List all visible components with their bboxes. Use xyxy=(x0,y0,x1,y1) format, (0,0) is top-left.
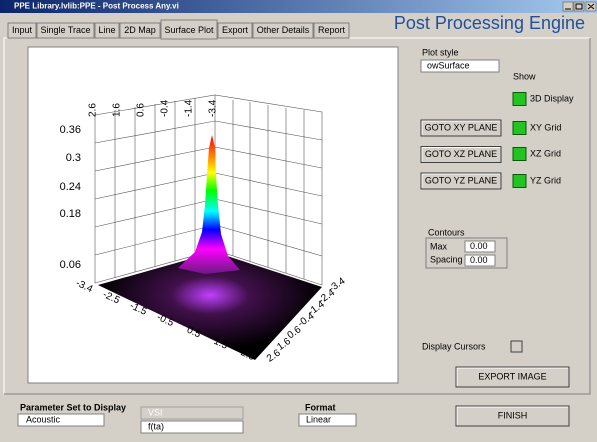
top-tick-label: -0.4 xyxy=(160,99,171,117)
goto-button[interactable] xyxy=(420,146,502,163)
button-highlight xyxy=(421,120,500,135)
window-title: PPE Library.lvlib:PPE - Post Process Any… xyxy=(14,2,179,11)
top-tick-label: 1.6 xyxy=(112,103,123,117)
title-bar xyxy=(0,0,597,13)
plot-style-label: Plot style xyxy=(422,47,459,57)
tab[interactable] xyxy=(36,22,95,39)
vsi-value: VSI xyxy=(148,407,163,417)
parameter-set-label: Parameter Set to Display xyxy=(20,402,126,412)
left-tick-label: 1.5 xyxy=(212,336,230,352)
led[interactable] xyxy=(512,121,527,135)
goto-button-label: GOTO YZ PLANE xyxy=(425,175,497,185)
window-buttons[interactable] xyxy=(562,1,597,12)
goto-button[interactable] xyxy=(420,172,502,190)
contours-max-input[interactable] xyxy=(464,240,496,253)
finish-button-label: FINISH xyxy=(498,410,528,420)
tab[interactable] xyxy=(252,22,314,39)
contours-max-value: 0.00 xyxy=(470,241,488,251)
show-label: Show xyxy=(513,71,536,81)
export-button-label: EXPORT IMAGE xyxy=(478,371,546,381)
contours-box xyxy=(425,237,508,269)
left-tick-label: 2.5 xyxy=(239,347,257,363)
tab[interactable] xyxy=(313,22,350,39)
top-tick-label: -3.4 xyxy=(208,99,219,117)
surface-floor xyxy=(98,252,322,360)
contours-spacing-label: Spacing xyxy=(430,254,463,264)
led-label: XY Grid xyxy=(530,122,561,132)
z-tick-label: 0.18 xyxy=(60,208,81,220)
top-tick-label: 2.6 xyxy=(88,103,99,117)
plot-style-ring[interactable] xyxy=(420,59,500,73)
goto-button[interactable] xyxy=(420,119,502,137)
contours-max-label: Max xyxy=(430,241,448,251)
plot-style-value: owSurface xyxy=(427,60,470,70)
tab[interactable] xyxy=(160,19,218,40)
contours-spacing-input[interactable] xyxy=(464,254,496,267)
tab-label: Line xyxy=(98,25,115,35)
tab[interactable] xyxy=(94,22,120,39)
tab-label: Export xyxy=(222,25,249,35)
tab-label: Other Details xyxy=(257,25,310,35)
surface-peak xyxy=(178,135,240,274)
parameter-set-value: Acoustic xyxy=(26,414,61,424)
tab-label: Input xyxy=(12,25,33,35)
tab-label: Report xyxy=(318,25,346,35)
z-tick-label: 0.36 xyxy=(60,124,81,136)
z-tick-label: 0.06 xyxy=(60,259,81,271)
parameter-set-ring[interactable] xyxy=(17,413,105,427)
display-cursors-label: Display Cursors xyxy=(422,341,486,351)
tab[interactable] xyxy=(217,22,253,39)
tab-label: 2D Map xyxy=(124,25,156,35)
vsi-ring[interactable] xyxy=(140,406,244,420)
app-title: Post Processing Engine xyxy=(394,13,585,33)
contours-spacing-value: 0.00 xyxy=(470,255,488,265)
tab-label: Single Trace xyxy=(40,25,90,35)
display-cursors-checkbox[interactable] xyxy=(510,340,523,353)
led-label: XZ Grid xyxy=(530,148,561,158)
top-tick-label: -1.4 xyxy=(184,99,195,117)
led[interactable] xyxy=(512,92,527,106)
goto-button-label: GOTO XY PLANE xyxy=(425,122,498,132)
format-ring[interactable] xyxy=(298,413,357,427)
function-value: f(ta) xyxy=(148,421,164,431)
tab[interactable] xyxy=(7,22,37,39)
format-label: Format xyxy=(305,402,336,412)
button-highlight xyxy=(421,147,500,162)
tab[interactable] xyxy=(119,22,161,39)
tab-label: Surface Plot xyxy=(164,25,214,35)
format-value: Linear xyxy=(306,414,331,424)
contours-label: Contours xyxy=(428,227,465,237)
left-tick-label: 0.5 xyxy=(185,325,203,341)
export-button[interactable]: EXPORT IMAGE xyxy=(455,366,570,388)
z-tick-label: 0.3 xyxy=(66,152,81,164)
finish-button[interactable]: FINISH xyxy=(455,405,570,427)
top-tick-label: 0.6 xyxy=(136,103,147,117)
led[interactable] xyxy=(512,174,527,188)
led-label: 3D Display xyxy=(530,93,574,103)
z-tick-label: 0.24 xyxy=(60,181,81,193)
function-ring[interactable] xyxy=(140,420,244,434)
led[interactable] xyxy=(512,147,527,161)
button-highlight xyxy=(421,173,500,188)
goto-button-label: GOTO XZ PLANE xyxy=(425,149,497,159)
led-label: YZ Grid xyxy=(530,175,561,185)
